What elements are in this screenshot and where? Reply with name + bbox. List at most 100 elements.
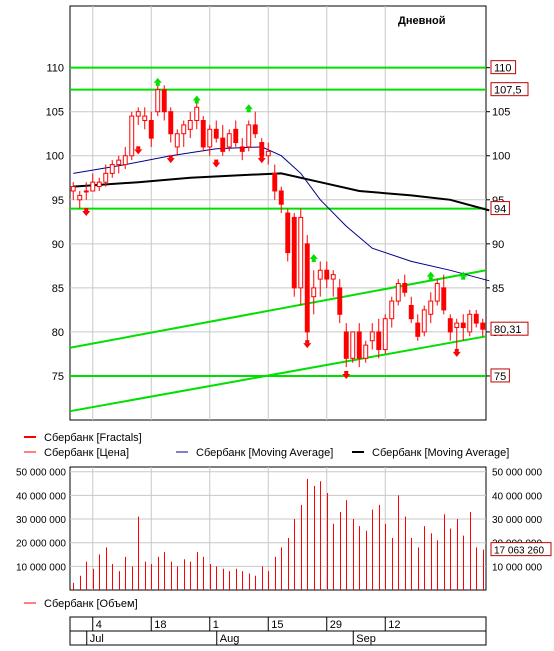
candle-body [415,322,421,337]
candle-body [77,194,83,201]
candle [408,296,414,324]
legend-label: Сбербанк [Цена] [44,447,129,459]
candle [337,279,343,324]
price-y-tick-left: 105 [46,107,64,119]
candle-body [96,181,102,188]
candle-body [389,300,395,320]
candle [395,279,401,306]
candle-body [350,331,356,359]
volume-y-tick-left: 40 000 000 [16,491,66,502]
candle-body [246,124,252,148]
candle-body [83,190,89,193]
fractal-down-marker [452,351,461,357]
time-axis: 4 18 1 15 29 12 Jul Aug Sep [69,616,487,646]
fractal-down-marker [134,149,143,155]
candle [116,155,122,174]
time-day-label: 29 [330,619,342,631]
candle [187,111,193,139]
candle-body [142,115,148,122]
level-label: 107,5 [490,82,529,97]
volume-y-tick-left: 10 000 000 [16,562,66,573]
level-label-text: 107,5 [494,85,522,97]
candle-body [382,318,388,351]
candle-body [252,124,258,135]
candle [441,274,447,315]
candle [122,146,128,169]
fractal-up-marker [192,95,201,101]
last-price-label-text: 80,31 [494,324,522,336]
level-label: 110 [490,60,517,75]
candle-body [194,106,200,122]
last-volume-box [490,542,552,557]
volume-y-tick-left: 30 000 000 [16,515,66,526]
fractal-down-stem [305,340,310,344]
candle [226,129,232,152]
time-axis-labels: 4 18 1 15 29 12 Jul Aug Sep [86,617,401,645]
channel-line [69,269,487,349]
candle-body [70,186,76,192]
volume-y-tick-left: 20 000 000 [16,539,66,550]
candle [454,318,460,350]
candle-body [265,150,271,157]
candle [356,323,362,368]
legend-item: Сбербанк [Moving Average] [352,447,509,459]
volume-y-tick-right: 50 000 000 [492,468,542,479]
candle [330,270,336,297]
candle [239,138,245,161]
candle [272,164,278,200]
candle [220,124,226,156]
price-y-tick-left: 95 [52,195,64,207]
candle [174,129,180,156]
price-levels [70,66,486,377]
fractal-down-stem [168,155,173,159]
candle-body [421,309,427,333]
candle [200,116,206,152]
candle-body [213,128,219,139]
candle-body [395,282,401,302]
candle [233,120,239,147]
legend-item: Сбербанк [Moving Average] [176,447,333,459]
price-y-tick-left: 110 [46,63,64,75]
candle [129,111,135,161]
candle-body [226,133,232,148]
candle-body [467,313,473,333]
candle [473,309,479,328]
fractal-up-stem [461,276,466,280]
candle-body [122,155,128,166]
candle-body [187,120,193,130]
level-label-text: 75 [494,371,506,383]
candle-body [363,344,369,359]
price-legend: Сбербанк [Fractals] Сбербанк [Цена] Сберба… [24,432,509,459]
channel-line [69,335,487,413]
candle-body [428,300,434,315]
candle [109,160,115,178]
candle-body [148,120,154,139]
candle [207,124,213,156]
time-day-label: 1 [213,619,219,631]
fractal-down-marker [82,211,91,216]
candle [103,164,109,187]
fractal-down-stem [344,370,349,374]
candle-body [116,159,122,166]
volume-y-tick-right: 10 000 000 [492,562,542,573]
candle [421,305,427,337]
candle [285,208,291,262]
candle [96,177,102,191]
fractal-down-marker [303,343,312,349]
fractal-down-stem [259,155,264,159]
candle-body [369,331,375,342]
volume-grid [70,467,486,590]
last-price-label-box [490,321,529,336]
level-label-box [490,201,510,216]
candle-body [220,137,226,152]
candle [298,208,304,306]
candle-body [181,124,187,135]
candle [265,142,271,165]
candle-body [324,269,330,280]
candle [70,182,76,200]
volume-y-axis-left: 10 000 000 20 000 000 30 000 000 40 000 000… [16,468,66,574]
ma-long-line [73,172,490,212]
time-day-label: 4 [96,619,102,631]
price-level-labels: 110 107,5 94 75 80,31 [490,60,529,383]
price-plot-area [69,5,487,421]
